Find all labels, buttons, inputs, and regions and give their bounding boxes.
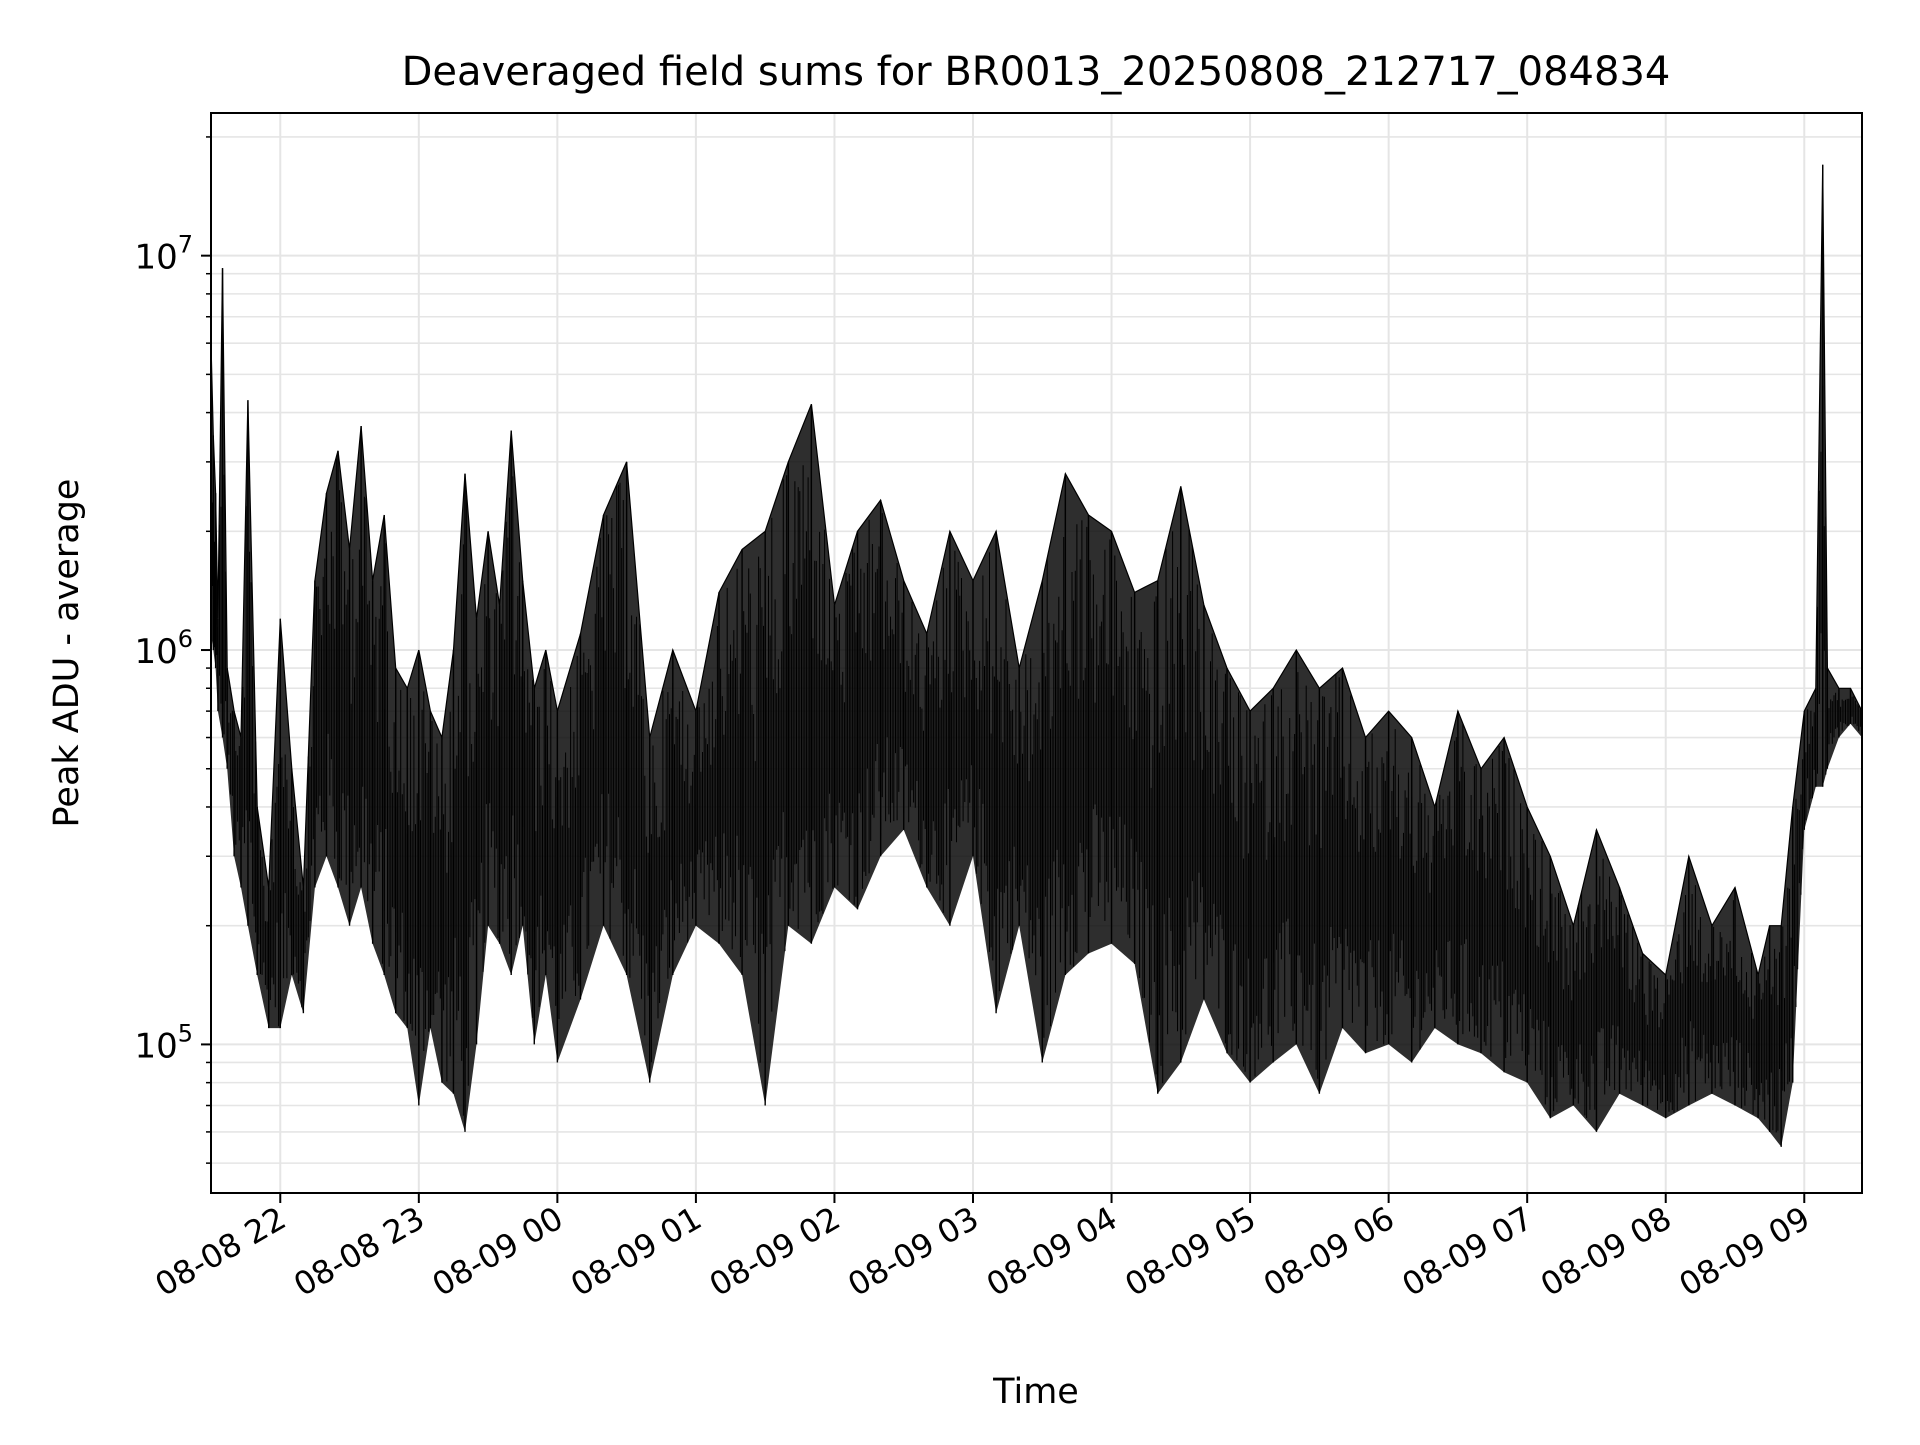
series-line [210, 164, 1863, 977]
y-tick-exponent: 7 [178, 231, 193, 259]
y-tick-base: 10 [134, 238, 177, 278]
y-tick-label: 107 [134, 231, 193, 278]
y-tick-label: 105 [134, 1019, 193, 1066]
y-tick-exponent: 5 [178, 1019, 193, 1047]
y-axis-label: Peak ADU - average [47, 479, 87, 828]
y-tick-base: 10 [134, 1026, 177, 1066]
x-axis-label: Time [992, 1372, 1079, 1412]
chart-title: Deaveraged field sums for BR0013_2025080… [402, 49, 1671, 95]
data-layer [210, 164, 1863, 1147]
y-tick-exponent: 6 [178, 625, 193, 653]
y-tick-base: 10 [134, 632, 177, 672]
plot-frame [210, 112, 1863, 1194]
y-tick-label: 106 [134, 625, 193, 672]
